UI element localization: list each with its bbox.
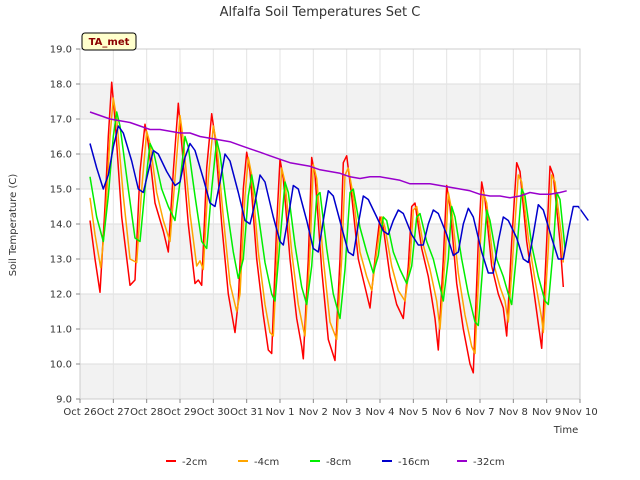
x-tick-label: Oct 29 — [163, 407, 196, 418]
y-tick-label: 12.0 — [50, 290, 72, 301]
legend-item: -4cm — [238, 457, 279, 468]
y-tick-label: 14.0 — [50, 220, 72, 231]
x-tick-label: Nov 8 — [499, 407, 528, 418]
y-axis-label: Soil Temperature (C) — [8, 174, 19, 277]
x-tick-label: Oct 31 — [230, 407, 263, 418]
y-tick-label: 16.0 — [50, 150, 72, 161]
y-axis-ticks: 9.0 10.0 11.0 12.0 13.0 14.0 15.0 16.0 17.0 18.0 1… — [50, 45, 80, 406]
x-tick-label: Nov 4 — [365, 407, 394, 418]
y-tick-label: 17.0 — [50, 115, 72, 126]
legend-label: -8cm — [326, 457, 351, 468]
legend-label: -4cm — [254, 457, 279, 468]
y-tick-label: 18.0 — [50, 80, 72, 91]
legend-item: -32cm — [457, 457, 505, 468]
y-tick-label: 9.0 — [56, 395, 72, 406]
legend-label: -32cm — [473, 457, 505, 468]
series-lines — [89, 81, 589, 374]
x-tick-label: Nov 5 — [399, 407, 428, 418]
x-tick-label: Oct 30 — [197, 407, 230, 418]
grid-band — [80, 224, 580, 259]
x-tick-label: Nov 3 — [332, 407, 361, 418]
x-tick-label: Nov 1 — [265, 407, 294, 418]
series-line-8cmcm — [89, 111, 566, 327]
x-axis-label: Time — [553, 425, 578, 436]
x-tick-label: Nov 7 — [465, 407, 494, 418]
grid-band — [80, 84, 580, 119]
legend: -2cm -4cm -8cm -16cm -32cm — [166, 457, 505, 468]
chart-title: Alfalfa Soil Temperatures Set C — [220, 5, 421, 20]
legend-item: -8cm — [310, 457, 351, 468]
legend-item: -2cm — [166, 457, 207, 468]
x-axis-ticks: Oct 26 Oct 27 Oct 28 Oct 29 Oct 30 Oct 31 Nov … — [63, 399, 598, 418]
legend-item: -16cm — [382, 457, 430, 468]
badge-box — [81, 32, 137, 51]
y-tick-label: 13.0 — [50, 255, 72, 266]
y-tick-label: 10.0 — [50, 360, 72, 371]
ta-met-badge: TA_met — [81, 32, 137, 51]
x-tick-label: Nov 6 — [432, 407, 461, 418]
x-tick-label: Oct 28 — [130, 407, 163, 418]
badge-label: TA_met — [89, 37, 130, 48]
x-tick-label: Nov 9 — [532, 407, 561, 418]
x-tick-label: Nov 10 — [562, 407, 597, 418]
y-tick-label: 15.0 — [50, 185, 72, 196]
x-tick-label: Oct 26 — [63, 407, 96, 418]
x-tick-label: Nov 2 — [299, 407, 328, 418]
x-tick-label: Oct 27 — [97, 407, 130, 418]
y-tick-label: 19.0 — [50, 45, 72, 56]
grid-band — [80, 364, 580, 399]
legend-label: -16cm — [398, 457, 430, 468]
y-tick-label: 11.0 — [50, 325, 72, 336]
legend-label: -2cm — [182, 457, 207, 468]
series-line-16cmcm — [89, 125, 589, 274]
series-line-32cmcm — [89, 111, 567, 199]
